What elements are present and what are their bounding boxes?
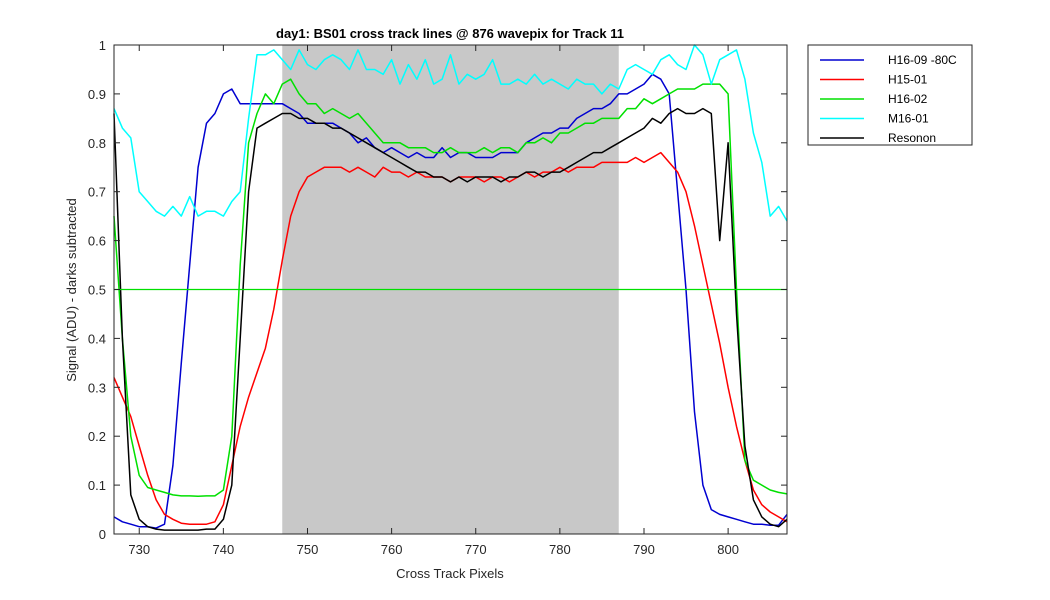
y-tick-label: 0.4 [88, 331, 106, 346]
series-line-0 [113, 73, 788, 529]
x-tick-label: 780 [549, 542, 571, 557]
y-axis-label: Signal (ADU) - darks subtracted [64, 198, 79, 382]
legend-label: H16-02 [888, 92, 928, 106]
chart-title: day1: BS01 cross track lines @ 876 wavep… [276, 26, 624, 41]
y-tick-label: 0.3 [88, 380, 106, 395]
legend-label: H16-09 -80C [888, 53, 957, 67]
y-tick-label: 0.2 [88, 429, 106, 444]
x-axis-label: Cross Track Pixels [396, 566, 504, 581]
y-tick-label: 0.8 [88, 136, 106, 151]
x-tick-label: 740 [213, 542, 235, 557]
x-tick-label: 800 [717, 542, 739, 557]
legend-label: H15-01 [888, 73, 928, 87]
series-line-2 [113, 78, 788, 498]
x-tick-label: 770 [465, 542, 487, 557]
y-tick-label: 0.1 [88, 478, 106, 493]
x-tick-label: 750 [297, 542, 319, 557]
y-tick-label: 0.6 [88, 234, 106, 249]
x-tick-label: 790 [633, 542, 655, 557]
series-line-3 [113, 44, 788, 222]
series-line-4 [113, 107, 788, 531]
legend: H16-09 -80C H15-01 H16-02 M16-01 Resonon [807, 44, 973, 146]
y-tick-label: 0.9 [88, 87, 106, 102]
y-tick-label: 0.7 [88, 185, 106, 200]
series-layer [113, 44, 788, 531]
y-tick-label: 0 [99, 527, 106, 542]
legend-label: M16-01 [888, 112, 929, 126]
y-tick-label: 0.5 [88, 283, 106, 298]
legend-label: Resonon [888, 131, 936, 145]
x-tick-label: 760 [381, 542, 403, 557]
legend-box [807, 44, 973, 146]
y-tick-label: 1 [99, 38, 106, 53]
ticks-layer: 730 740 750 760 770 780 790 800 0 0.1 0.2 0.3 0.4 0.5… [88, 38, 787, 557]
x-tick-label: 730 [128, 542, 150, 557]
legend-items: H16-09 -80C H15-01 H16-02 M16-01 Resonon [820, 53, 957, 145]
